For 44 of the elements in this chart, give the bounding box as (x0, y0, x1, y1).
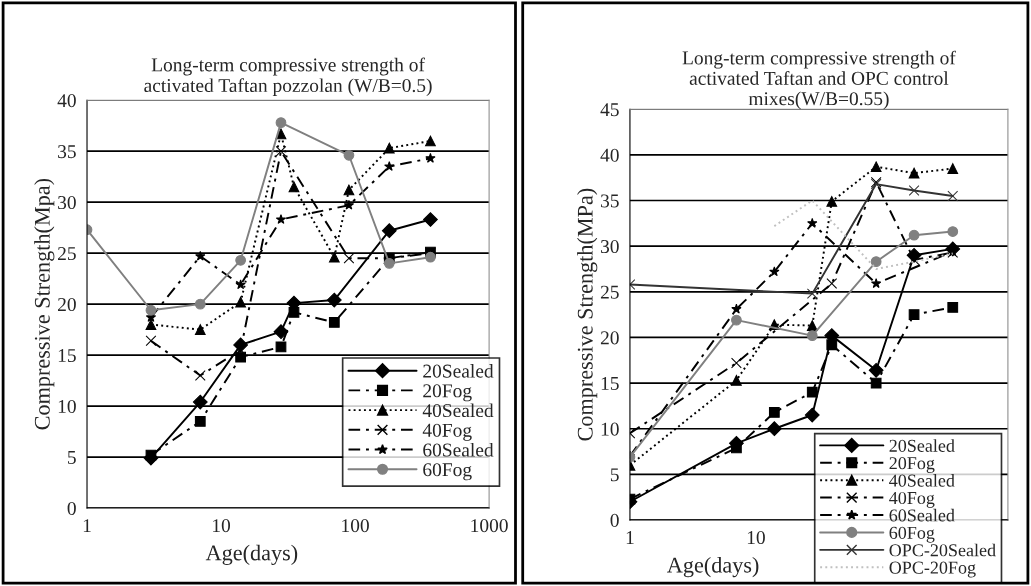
legend-label: 40Fog (889, 491, 935, 508)
legend-label: 40Sealed (889, 474, 955, 487)
x-axis-title: Age(days) (205, 544, 298, 565)
legend-label: 40Fog (422, 423, 472, 441)
legend-label: OPC-20Sealed (889, 543, 996, 557)
legend-label: 60Sealed (423, 442, 494, 457)
y-tick-label: 35 (58, 145, 76, 159)
y-tick-label: 20 (58, 297, 76, 312)
chart-title: Long-term compressive strength of activated Taftan and OPC control mixes(W/B=0.55) (682, 50, 956, 110)
legend-label: 20Fog (423, 384, 472, 402)
y-tick-label: 5 (610, 468, 619, 482)
y-tick-label: 0 (610, 513, 619, 527)
x-tick-label: 1000 (471, 519, 508, 533)
x-tick-label: 10 (213, 519, 231, 533)
legend-label: 60Fog (889, 526, 935, 543)
y-tick-label: 20 (600, 331, 619, 345)
y-tick-label: 5 (68, 451, 76, 465)
legend-label: OPC-20Fog (889, 561, 976, 578)
y-tick-label: 25 (58, 247, 76, 261)
y-tick-label: 40 (600, 148, 619, 162)
x-axis-title: Age(days) (667, 556, 759, 578)
legend-label: 60Fog (423, 463, 472, 481)
x-tick-label: 1 (83, 519, 91, 532)
y-tick-label: 15 (601, 377, 619, 391)
legend-label: 20Fog (889, 457, 935, 473)
x-tick-label: 1 (626, 531, 634, 544)
y-tick-label: 25 (600, 285, 619, 299)
x-tick-label: 100 (342, 519, 369, 533)
y-axis-title: Compressive Strength(Mpa) (34, 178, 55, 430)
legend-label: 60Sealed (889, 508, 955, 522)
y-tick-label: 40 (57, 94, 76, 108)
y-tick-label: 45 (600, 103, 619, 117)
chart-title: Long-term compressive strength of activated Taftan pozzolan (W/B=0.5) (144, 57, 432, 97)
y-tick-label: 30 (58, 195, 76, 210)
y-tick-label: 10 (58, 399, 76, 414)
y-tick-label: 15 (58, 349, 76, 363)
y-tick-label: 35 (601, 194, 619, 208)
y-tick-label: 0 (67, 501, 76, 515)
legend-label: 20Sealed (889, 439, 955, 452)
y-axis-title: Compressive Strength(MPa) (577, 188, 598, 441)
legend-label: 20Sealed (423, 363, 494, 378)
legend-label: 40Sealed (422, 403, 494, 418)
y-tick-label: 10 (601, 422, 619, 436)
y-tick-label: 30 (601, 239, 619, 254)
